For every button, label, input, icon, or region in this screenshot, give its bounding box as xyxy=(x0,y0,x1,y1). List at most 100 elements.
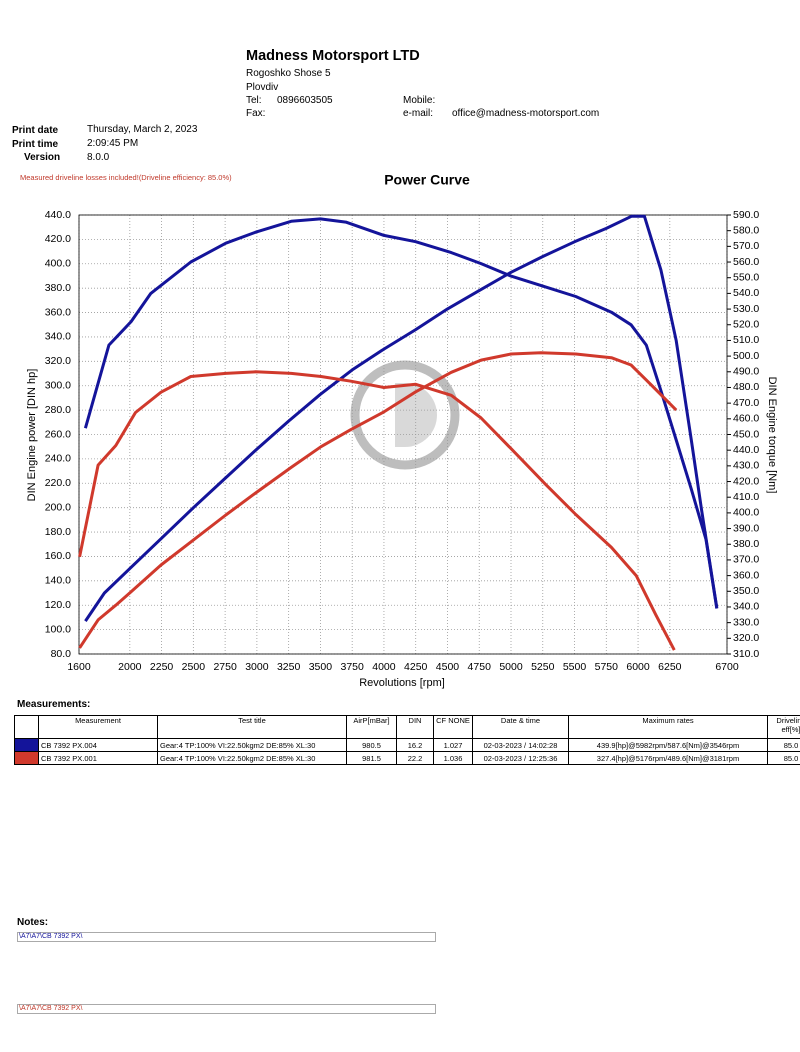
print-date: Thursday, March 2, 2023 xyxy=(87,124,198,135)
y2-tick-label: 500.0 xyxy=(733,350,759,362)
y-tick-label: 160.0 xyxy=(45,550,71,562)
y2-tick-label: 540.0 xyxy=(733,287,759,299)
driveline-note: Measured driveline losses included!(Driv… xyxy=(20,173,232,182)
y-tick-label: 400.0 xyxy=(45,258,71,270)
y2-tick-label: 350.0 xyxy=(733,585,759,597)
x-tick-label: 1600 xyxy=(67,661,91,673)
y2-tick-label: 550.0 xyxy=(733,271,759,283)
y-tick-label: 220.0 xyxy=(45,477,71,489)
y2-tick-label: 430.0 xyxy=(733,460,759,472)
y-tick-label: 320.0 xyxy=(45,355,71,367)
table-cell: 1.036 xyxy=(433,751,473,765)
y2-tick-label: 320.0 xyxy=(733,632,759,644)
plot-frame xyxy=(78,214,728,655)
table-cell: 1.027 xyxy=(433,738,473,752)
measurements-title: Measurements: xyxy=(17,699,91,710)
column-header: Measurement xyxy=(38,715,158,739)
x-tick-label: 3250 xyxy=(277,661,301,673)
y2-tick-label: 440.0 xyxy=(733,444,759,456)
table-cell: 85.0 xyxy=(767,751,800,765)
x-tick-label: 4750 xyxy=(468,661,492,673)
print-date-label: Print date xyxy=(12,125,59,136)
y2-tick-label: 450.0 xyxy=(733,428,759,440)
table-cell: 16.2 xyxy=(396,738,434,752)
y-tick-label: 280.0 xyxy=(45,404,71,416)
measurements-table-wrap: Measurement Test title AirP[mBar] DIN CF NON… xyxy=(14,715,800,765)
version: 8.0.0 xyxy=(87,152,110,163)
y2-tick-label: 480.0 xyxy=(733,381,759,393)
y2-tick-label: 530.0 xyxy=(733,303,759,315)
curve xyxy=(78,370,676,651)
y2-tick-label: 570.0 xyxy=(733,240,759,252)
y-tick-label: 420.0 xyxy=(45,233,71,245)
table-cell: 981.5 xyxy=(346,751,397,765)
y-tick-label: 340.0 xyxy=(45,331,71,343)
y2-tick-label: 410.0 xyxy=(733,491,759,503)
y-tick-label: 300.0 xyxy=(45,380,71,392)
table-cell: 980.5 xyxy=(346,738,397,752)
x-tick-label: 5750 xyxy=(595,661,619,673)
table-cell: 439.9[hp]@5982rpm/587.6[Nm]@3546rpm xyxy=(568,738,768,752)
table-cell: 22.2 xyxy=(396,751,434,765)
chart: Power Curve Revolutions [rpm] DIN Engine… xyxy=(26,172,778,689)
y2-tick-label: 370.0 xyxy=(733,554,759,566)
y-tick-label: 100.0 xyxy=(45,623,71,635)
series-swatch xyxy=(14,751,39,765)
table-cell: 85.0 xyxy=(767,738,800,752)
company: Madness Motorsport LTD xyxy=(246,48,420,64)
column-header: Driveline eff[%] xyxy=(767,715,800,739)
curve xyxy=(78,351,678,649)
chart-title: Power Curve xyxy=(384,172,470,188)
column-header: CF NONE xyxy=(433,715,473,739)
mobile-label: Mobile: xyxy=(403,95,436,106)
note-box: \A7\A7\CB 7392 PX\ xyxy=(17,1004,436,1014)
x-tick-label: 3750 xyxy=(340,661,364,673)
y2-tick-label: 380.0 xyxy=(733,538,759,550)
y2-axis-label: DIN Engine torque [Nm] xyxy=(766,377,778,494)
x-tick-label: 2000 xyxy=(118,661,142,673)
print-time: 2:09:45 PM xyxy=(87,138,139,149)
header-row: Measurement Test title AirP[mBar] DIN CF NON… xyxy=(14,715,800,739)
y-tick-label: 120.0 xyxy=(45,599,71,611)
notes-title: Notes: xyxy=(17,917,49,928)
table-cell: CB 7392 PX.001 xyxy=(38,751,158,765)
x-tick-label: 4250 xyxy=(404,661,428,673)
y2-tick-label: 340.0 xyxy=(733,601,759,613)
tel-label: Tel: xyxy=(246,95,262,106)
x-tick-label: 3000 xyxy=(245,661,269,673)
fax-label: Fax: xyxy=(246,108,266,119)
y-tick-label: 140.0 xyxy=(45,575,71,587)
y2-tick-label: 510.0 xyxy=(733,334,759,346)
y2-tick-label: 580.0 xyxy=(733,224,759,236)
table-cell: 02-03-2023 / 12:25:36 xyxy=(472,751,569,765)
table-cell: CB 7392 PX.004 xyxy=(38,738,158,752)
x-tick-label: 6000 xyxy=(626,661,650,673)
version-label: Version xyxy=(24,152,61,163)
curve xyxy=(83,217,719,609)
table-row: CB 7392 PX.004 Gear:4 TP:100% VI:22.50kgm… xyxy=(14,738,800,752)
swatch-header xyxy=(14,715,39,739)
column-header: Maximum rates xyxy=(568,715,768,739)
curve xyxy=(84,214,719,622)
y2-tick-label: 470.0 xyxy=(733,397,759,409)
email: office@madness-motorsport.com xyxy=(452,108,600,119)
table-cell: 327.4[hp]@5176rpm/489.6[Nm]@3181rpm xyxy=(568,751,768,765)
x-tick-label: 5500 xyxy=(563,661,587,673)
table-row: CB 7392 PX.001 Gear:4 TP:100% VI:22.50kgm… xyxy=(14,751,800,765)
table-cell: Gear:4 TP:100% VI:22.50kgm2 DE:85% XL:30 xyxy=(157,738,347,752)
y-tick-label: 80.0 xyxy=(51,648,72,660)
x-tick-label: 4000 xyxy=(372,661,396,673)
y-tick-label: 200.0 xyxy=(45,501,71,513)
y2-tick-label: 420.0 xyxy=(733,475,759,487)
y-tick-label: 440.0 xyxy=(45,209,71,221)
x-tick-label: 5250 xyxy=(531,661,555,673)
y-tick-label: 380.0 xyxy=(45,282,71,294)
measurements-table: Measurement Test title AirP[mBar] DIN CF NON… xyxy=(14,715,800,765)
print-time-label: Print time xyxy=(12,139,59,150)
table-cell: Gear:4 TP:100% VI:22.50kgm2 DE:85% XL:30 xyxy=(157,751,347,765)
note-box: \A7\A7\CB 7392 PX\ xyxy=(17,932,436,942)
y2-tick-label: 590.0 xyxy=(733,209,759,221)
x-tick-label: 4500 xyxy=(436,661,460,673)
x-tick-label: 2250 xyxy=(150,661,174,673)
